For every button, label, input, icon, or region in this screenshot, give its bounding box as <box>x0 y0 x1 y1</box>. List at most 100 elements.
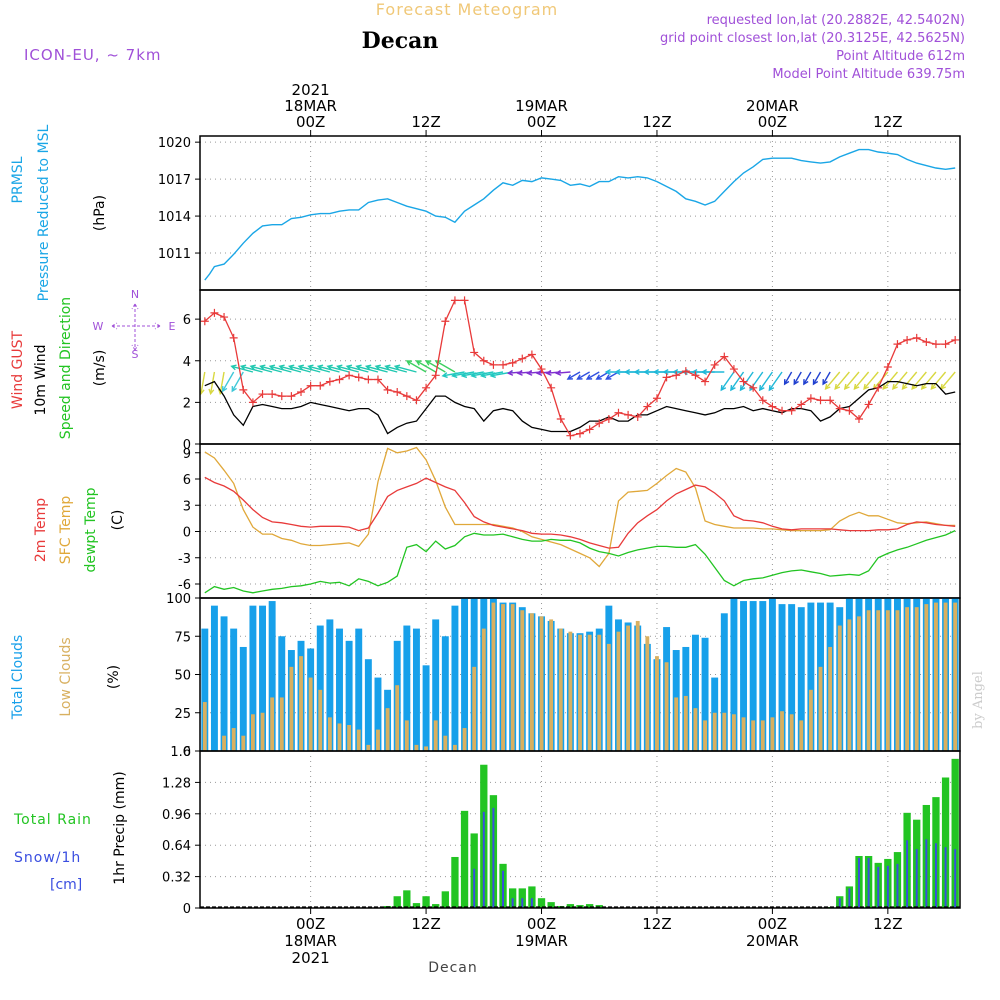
low-cloud-bar <box>712 712 717 751</box>
total-cloud-bar <box>768 598 776 751</box>
low-cloud-bar <box>760 720 765 751</box>
low-cloud-bar <box>578 634 582 751</box>
y-tick-label: 1020 <box>158 136 191 151</box>
wind-arrow-head <box>892 383 898 390</box>
bottom-time-label: 00Z <box>296 915 325 933</box>
rain-bar <box>537 898 546 908</box>
y-tick-label: 1.6 <box>170 745 191 760</box>
wind-arrow <box>812 371 822 385</box>
gust-marker <box>681 367 690 376</box>
wind-arrow <box>921 371 937 390</box>
point-altitude: Point Altitude 612m <box>836 49 965 64</box>
wind-arrow <box>395 365 417 373</box>
low-cloud-bar <box>914 607 919 751</box>
low-cloud-bar <box>424 746 428 751</box>
model-point-altitude: Model Point Altitude 639.75m <box>772 67 965 82</box>
wind-arrow <box>882 371 899 390</box>
low-cloud-bar <box>510 604 515 751</box>
low-cloud-bar <box>414 744 419 751</box>
wind-arrow-head <box>920 383 927 390</box>
wind-arrow-head <box>853 383 860 390</box>
wind-arrow <box>556 371 571 374</box>
wind-arrow-head <box>768 384 775 392</box>
snow-label: Snow/1h <box>14 850 81 866</box>
gust-marker <box>633 412 642 421</box>
low-cloud-bar <box>491 602 496 751</box>
total-cloud-bar <box>441 636 449 751</box>
wind-arrow <box>435 360 456 373</box>
gust-marker <box>412 396 421 405</box>
gust-marker <box>624 410 633 419</box>
wind-arrow <box>289 365 311 373</box>
wind-arrow-head <box>424 360 432 366</box>
gust-marker <box>354 373 363 382</box>
gust-marker <box>287 392 296 401</box>
snow-bar <box>492 807 495 908</box>
panel-frame <box>199 289 961 445</box>
rain-bar <box>528 886 536 908</box>
gust-marker <box>200 317 209 326</box>
pressure-label-1: PRMSL <box>10 156 26 203</box>
bottom-time-label: 18MAR <box>284 932 337 950</box>
total-cloud-bar <box>278 636 286 751</box>
wind-arrow-head <box>633 368 640 376</box>
y-tick-label: 25 <box>174 707 191 722</box>
wind-arrow-head <box>345 364 353 371</box>
low-cloud-bar <box>385 708 390 751</box>
top-time-label: 20MAR <box>746 97 799 115</box>
sfc-label: SFC Temp <box>58 496 74 565</box>
gust-marker <box>518 354 527 363</box>
snow-bar <box>886 865 889 908</box>
wind-arrow-head <box>863 383 869 390</box>
snow-bar <box>915 849 918 908</box>
gust-marker <box>604 415 613 424</box>
rain-bar <box>585 904 594 908</box>
wind-arrow-head <box>585 374 593 380</box>
wind-arrow-head <box>200 388 205 396</box>
gust-marker <box>787 406 796 415</box>
low-cloud-bar <box>722 712 727 751</box>
low-cloud-bar <box>327 717 332 751</box>
gust-marker <box>508 358 517 367</box>
low-cloud-bar <box>953 602 958 751</box>
wind-arrow <box>586 371 600 380</box>
y-tick-label: 0 <box>183 902 191 917</box>
gust-marker <box>460 296 469 305</box>
low-cloud-bar <box>558 628 563 751</box>
gust-marker <box>393 387 402 396</box>
gust-marker <box>739 377 748 386</box>
wind-arrow <box>298 365 321 373</box>
total-cloud-bar <box>336 628 343 751</box>
snow-bar <box>858 857 860 908</box>
low-cloud-bar <box>356 729 361 751</box>
rain-bar <box>393 896 401 908</box>
snow-bar <box>934 843 937 908</box>
gust-marker <box>306 381 315 390</box>
rain-bar <box>566 904 575 908</box>
gust-marker <box>537 365 546 374</box>
wind-arrow <box>911 371 927 390</box>
gust-marker <box>778 406 787 415</box>
y-tick-label: 0 <box>183 745 191 760</box>
gust-marker <box>854 415 863 424</box>
total-cloud-bar <box>374 677 382 751</box>
low-cloud-bar <box>885 610 890 751</box>
gust-marker <box>576 429 584 438</box>
wind-arrow-head <box>803 379 809 386</box>
snow-bar <box>502 870 504 908</box>
dewpt-line <box>204 530 956 594</box>
low-clouds-label: Low Clouds <box>58 637 74 716</box>
wind-arrow-head <box>739 384 746 392</box>
low-cloud-bar <box>308 677 313 751</box>
wind-arrow-head <box>441 372 448 379</box>
snow-bar <box>848 888 851 908</box>
precip-unit: 1hr Precip (mm) <box>112 771 128 884</box>
wind-arrow-head <box>336 364 343 371</box>
bottom-time-label: 00Z <box>758 915 787 933</box>
wind-arrow <box>822 371 831 385</box>
top-time-label: 00Z <box>758 113 787 131</box>
low-cloud-bar <box>770 717 775 751</box>
y-tick-label: 75 <box>174 630 191 645</box>
wind-arrow-head <box>720 384 727 392</box>
gust-marker <box>797 400 806 409</box>
